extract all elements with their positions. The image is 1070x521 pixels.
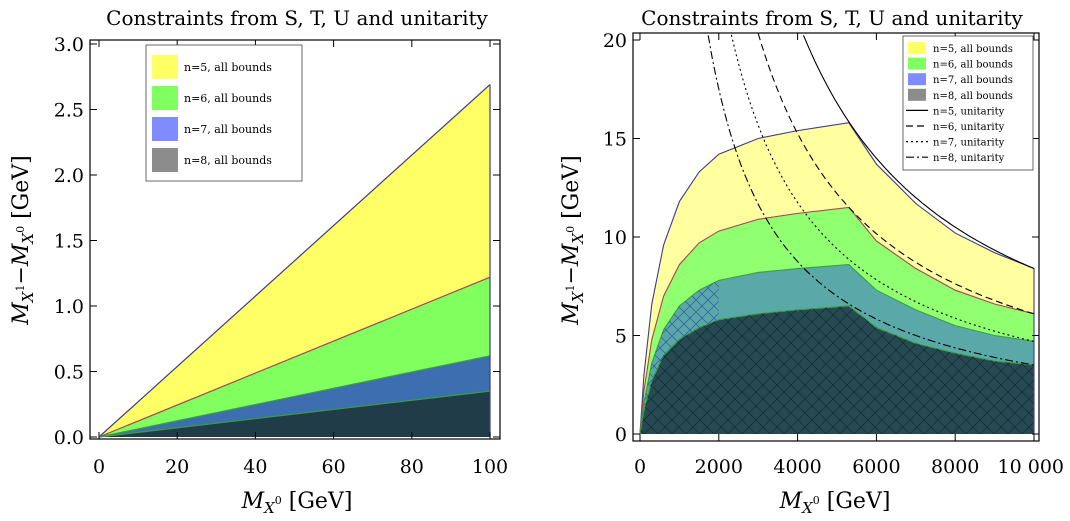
right-legend-swatch [908, 73, 926, 86]
right-boundary-n6 [639, 206, 1035, 435]
right-legend-label: n=7, all bounds [933, 75, 1013, 86]
left-boundary-n6 [98, 276, 491, 438]
left-y-tick-label: 0.0 [54, 427, 84, 449]
right-legend-label: n=5, unitarity [933, 106, 1005, 117]
left-frame [89, 39, 501, 440]
right-legend-label: n=7, unitarity [933, 138, 1005, 149]
left-y-tick-label: 3.0 [54, 34, 84, 56]
right-y-ticks: 0 5 10 15 20 [603, 30, 1039, 446]
left-legend-label: n=7, all bounds [184, 123, 272, 136]
right-y-tick-label: 5 [615, 326, 627, 348]
left-regions [98, 84, 491, 438]
right-legend-label: n=6, unitarity [933, 122, 1005, 133]
right-legend-swatch [908, 88, 926, 101]
right-chart: Constraints from S, T, U and unitarity 0… [559, 6, 1064, 517]
right-y-tick-label: 20 [603, 30, 627, 52]
left-chart: Constraints from S, T, U and unitarity 0… [9, 6, 508, 517]
left-x-tick-label: 20 [165, 456, 189, 478]
left-boundary-n5 [98, 84, 491, 438]
right-unitarity-curves [707, 33, 1035, 366]
left-y-tick-label: 2.0 [54, 165, 84, 187]
right-x-tick-label: 0 [634, 456, 646, 478]
right-y-tick-label: 0 [615, 424, 627, 446]
left-y-tick-label: 1.0 [54, 296, 84, 318]
right-boundary-n5 [639, 122, 1035, 435]
right-unitarity-curve-n5 [802, 35, 1035, 270]
left-boundary-n8 [98, 390, 491, 438]
right-y-axis-label: MX1−MX0 [GeV] [559, 155, 587, 326]
left-x-tick-label: 60 [322, 456, 346, 478]
right-x-ticks: 0 2000 4000 6000 8000 10 000 [634, 33, 1064, 478]
right-legend-swatch [908, 57, 926, 70]
left-legend-swatch [152, 117, 178, 141]
right-y-tick-label: 15 [603, 129, 627, 151]
right-legend-label: n=8, unitarity [933, 153, 1005, 164]
right-legend-label: n=6, all bounds [933, 60, 1013, 71]
right-legend-swatch [908, 42, 926, 54]
right-regions [639, 122, 1035, 435]
left-legend-label: n=5, all bounds [184, 61, 272, 74]
left-y-tick-label: 2.5 [54, 100, 84, 122]
left-x-tick-label: 80 [400, 456, 424, 478]
left-y-tick-label: 0.5 [54, 362, 84, 384]
left-plot-area: 0 20 40 60 80 100 0.0 0.5 1.0 1.5 2.0 2.5 3.0 [54, 34, 508, 478]
right-plot-area: 0 2000 4000 6000 8000 10 000 0 5 10 15 20 [603, 30, 1064, 478]
right-legend: n=5, all bounds n=6, all bounds n=7, all b… [902, 35, 1034, 171]
right-unitarity-curve-n8 [707, 35, 1035, 366]
right-x-tick-label: 8000 [931, 456, 979, 478]
right-unitarity-curve-n7 [730, 34, 1035, 342]
left-legend: n=5, all bounds n=6, all bounds n=7, all b… [145, 44, 303, 182]
left-legend-swatch [152, 86, 178, 110]
left-x-tick-label: 100 [472, 456, 508, 478]
left-boundary-n7 [98, 355, 491, 438]
right-x-axis-label: MX0 [GeV] [779, 489, 891, 517]
left-y-axis-label: MX1−MX0 [GeV] [9, 155, 37, 326]
right-chart-title: Constraints from S, T, U and unitarity [641, 6, 1023, 30]
left-y-tick-label: 1.5 [54, 231, 84, 253]
left-x-tick-label: 40 [243, 456, 267, 478]
right-legend-box [902, 35, 1034, 171]
left-x-tick-label: 0 [93, 456, 105, 478]
right-legend-label: n=8, all bounds [933, 91, 1013, 102]
right-y-tick-label: 10 [603, 227, 627, 249]
left-x-axis-label: MX0 [GeV] [241, 489, 353, 517]
left-x-ticks: 0 20 40 60 80 100 [93, 40, 508, 478]
left-legend-swatch [152, 55, 178, 79]
right-x-tick-label: 4000 [773, 456, 821, 478]
left-chart-title: Constraints from S, T, U and unitarity [106, 6, 488, 30]
right-hatch-n8 [640, 305, 1034, 434]
right-x-tick-label: 10 000 [998, 456, 1064, 478]
left-legend-label: n=6, all bounds [184, 92, 272, 105]
left-y-ticks: 0.0 0.5 1.0 1.5 2.0 2.5 3.0 [54, 34, 500, 449]
left-legend-label: n=8, all bounds [184, 154, 272, 167]
right-hatch-n7 [640, 280, 719, 434]
left-legend-swatch [152, 148, 178, 172]
right-unitarity-curve-n6 [757, 33, 1035, 315]
right-legend-label: n=5, all bounds [933, 44, 1013, 55]
right-x-tick-label: 6000 [852, 456, 900, 478]
right-x-tick-label: 2000 [695, 456, 743, 478]
